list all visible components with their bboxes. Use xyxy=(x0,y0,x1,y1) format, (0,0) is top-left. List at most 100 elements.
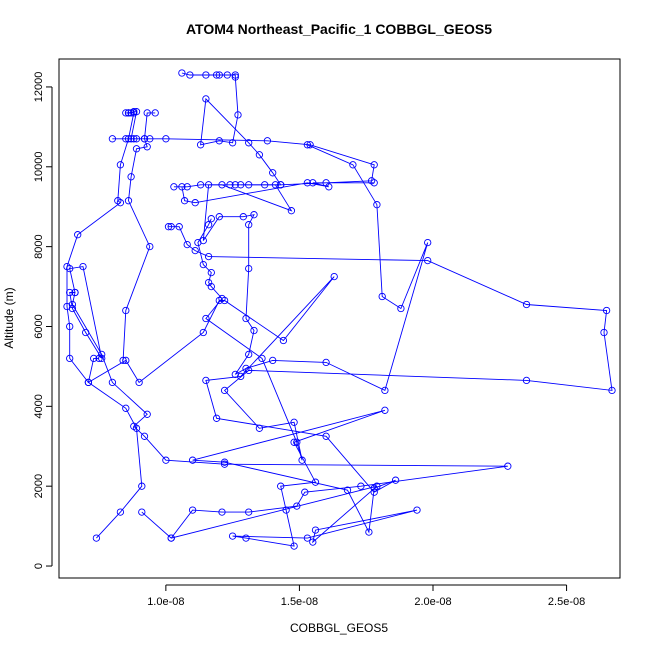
data-point xyxy=(212,71,221,79)
data-point xyxy=(357,482,365,490)
data-point xyxy=(373,482,381,490)
data-point xyxy=(349,161,357,169)
data-point xyxy=(122,306,130,315)
data-point xyxy=(424,256,432,265)
data-point xyxy=(143,410,151,418)
data-point xyxy=(279,336,288,345)
data-point xyxy=(215,71,223,79)
data-point xyxy=(373,201,381,209)
data-point xyxy=(66,322,74,331)
data-point xyxy=(143,109,151,117)
data-point xyxy=(343,486,352,494)
y-tick-label: 8000 xyxy=(33,234,45,258)
data-point xyxy=(130,108,138,116)
data-point xyxy=(71,288,79,297)
y-axis-label: Altitude (m) xyxy=(2,287,16,348)
data-point xyxy=(178,69,186,77)
data-point xyxy=(66,288,74,297)
data-point xyxy=(212,414,221,422)
data-point xyxy=(301,488,309,496)
data-point xyxy=(68,300,77,309)
data-point xyxy=(413,506,421,514)
data-point xyxy=(122,404,130,412)
data-point xyxy=(311,526,320,534)
data-point xyxy=(204,278,213,287)
data-point xyxy=(255,151,264,159)
data-point xyxy=(95,354,103,363)
data-point xyxy=(223,71,231,79)
data-point xyxy=(290,418,298,426)
y-tick-label: 12000 xyxy=(33,72,45,103)
data-point xyxy=(167,534,175,542)
data-point xyxy=(293,502,301,510)
data-point xyxy=(215,137,223,145)
data-point xyxy=(250,211,258,219)
data-point xyxy=(231,71,239,79)
data-point xyxy=(202,71,210,79)
data-point xyxy=(66,354,74,363)
data-point xyxy=(151,109,159,117)
data-point xyxy=(122,135,130,143)
data-point xyxy=(124,135,133,143)
data-point xyxy=(68,304,77,313)
data-point xyxy=(391,476,400,484)
data-point xyxy=(178,183,186,191)
data-point xyxy=(122,356,130,365)
series-line xyxy=(122,112,156,361)
data-point xyxy=(522,376,531,385)
data-point xyxy=(108,378,117,387)
data-point xyxy=(269,356,277,365)
y-tick-label: 10000 xyxy=(33,151,45,182)
data-point xyxy=(167,223,175,231)
data-point xyxy=(180,197,189,205)
x-tick-label: 1.5e-08 xyxy=(281,596,318,608)
data-point xyxy=(170,183,178,191)
data-point xyxy=(204,221,213,229)
data-point xyxy=(124,109,133,117)
data-point xyxy=(183,240,191,249)
data-point xyxy=(188,456,197,464)
data-point xyxy=(138,482,146,490)
data-point xyxy=(202,314,210,323)
data-point xyxy=(116,161,125,169)
data-point xyxy=(164,223,173,231)
data-point xyxy=(127,173,135,181)
data-point xyxy=(108,135,117,143)
data-point xyxy=(66,264,74,273)
data-point xyxy=(140,135,149,143)
series-line xyxy=(87,276,418,547)
data-point xyxy=(242,534,250,542)
data-point xyxy=(245,350,253,359)
data-point xyxy=(98,350,106,359)
data-point xyxy=(196,181,205,189)
plot-frame xyxy=(58,58,621,579)
data-point xyxy=(191,246,199,255)
data-point xyxy=(207,215,215,223)
data-point xyxy=(228,139,237,147)
data-point xyxy=(135,378,143,387)
data-point xyxy=(146,242,154,251)
data-point xyxy=(191,199,199,207)
data-point xyxy=(311,478,320,486)
data-point xyxy=(143,143,151,151)
data-point xyxy=(330,272,338,281)
data-point xyxy=(226,181,234,189)
x-tick-label: 1.0e-08 xyxy=(147,596,184,608)
data-point xyxy=(130,135,138,143)
data-point xyxy=(199,260,207,269)
data-point xyxy=(322,358,330,367)
data-point xyxy=(199,328,207,337)
data-point xyxy=(132,108,141,116)
y-tick-label: 6000 xyxy=(33,314,45,338)
data-point xyxy=(122,109,130,117)
data-point xyxy=(237,372,245,381)
data-point xyxy=(397,304,405,313)
data-point xyxy=(220,296,229,305)
data-point xyxy=(124,197,133,205)
x-tick-label: 2.0e-08 xyxy=(414,596,451,608)
data-point xyxy=(269,169,277,177)
data-point xyxy=(306,141,314,149)
data-point xyxy=(186,71,194,79)
data-point xyxy=(146,135,154,143)
data-point xyxy=(188,506,197,514)
